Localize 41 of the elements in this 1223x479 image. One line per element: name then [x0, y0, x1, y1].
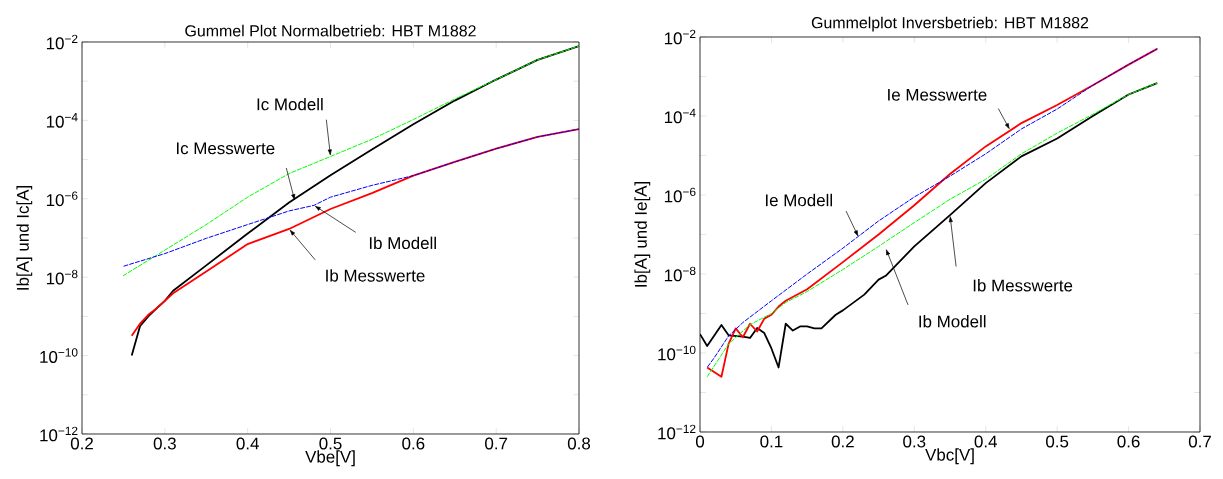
x-tick-label: 0.1 — [760, 435, 783, 448]
annotation: Ie Modell — [765, 193, 832, 207]
x-tick-label: 0.3 — [903, 435, 926, 448]
y-tick-label: 10$^{−6}$ — [664, 187, 696, 203]
x-tick-label: 0.8 — [567, 437, 591, 450]
x-tick-label: 0.6 — [402, 437, 425, 450]
annotation: Ie Messwerte — [888, 88, 987, 101]
y-tick-label: 10$^{−8}$ — [664, 266, 696, 282]
x-tick-label: 0.4 — [236, 437, 259, 450]
x-tick-label: 0.4 — [974, 435, 997, 448]
annotation: Ib Modell — [919, 315, 986, 328]
x-axis-title: Vbe[V] — [305, 450, 355, 467]
x-tick-label: 0.5 — [319, 437, 342, 450]
line-series — [130, 128, 580, 337]
x-tick-label: 0.7 — [485, 437, 508, 450]
x-tick-label: 0.5 — [1046, 435, 1069, 448]
y-tick-label: 10$^{−4}$ — [664, 108, 696, 124]
y-tick-label: 10$^{−4}$ — [46, 113, 78, 128]
annotation: Ib Messwerte — [973, 279, 1073, 292]
x-tick-label: 0 — [695, 435, 705, 448]
y-tick-label: 10$^{−8}$ — [46, 269, 78, 285]
line-series — [122, 128, 580, 267]
x-axis-title: Vbc[V] — [925, 448, 974, 465]
y-axis-title: Ib[A] und Ic[A] — [16, 186, 33, 290]
chart-title: Gummelplot Inversbetrieb: HBT M1882 — [811, 16, 1089, 32]
y-tick-label: 10$^{−6}$ — [46, 191, 78, 207]
annotation: Ic Messwerte — [176, 142, 275, 155]
annotation: Ib Modell — [369, 236, 436, 250]
annotation: Ib Messwerte — [326, 269, 425, 282]
annotation: Ic Modell — [257, 97, 323, 111]
x-tick-label: 0.6 — [1117, 435, 1140, 448]
chart-title: Gummel Plot Normalbetrieb: HBT M1882 — [185, 24, 476, 37]
y-tick-label: 10$^{−2}$ — [46, 34, 78, 50]
x-tick-label: 0.2 — [831, 435, 854, 448]
y-tick-label: 10$^{−2}$ — [664, 29, 696, 45]
y-tick-label: 10$^{−10}$ — [658, 345, 696, 361]
y-axis-title: Ib[A] und Ie[A] — [634, 182, 651, 287]
x-tick-label: 0.7 — [1188, 435, 1211, 448]
x-tick-label: 0.3 — [153, 437, 176, 450]
y-tick-label: 10$^{−12}$ — [658, 424, 696, 440]
y-tick-label: 10$^{−10}$ — [40, 348, 78, 363]
